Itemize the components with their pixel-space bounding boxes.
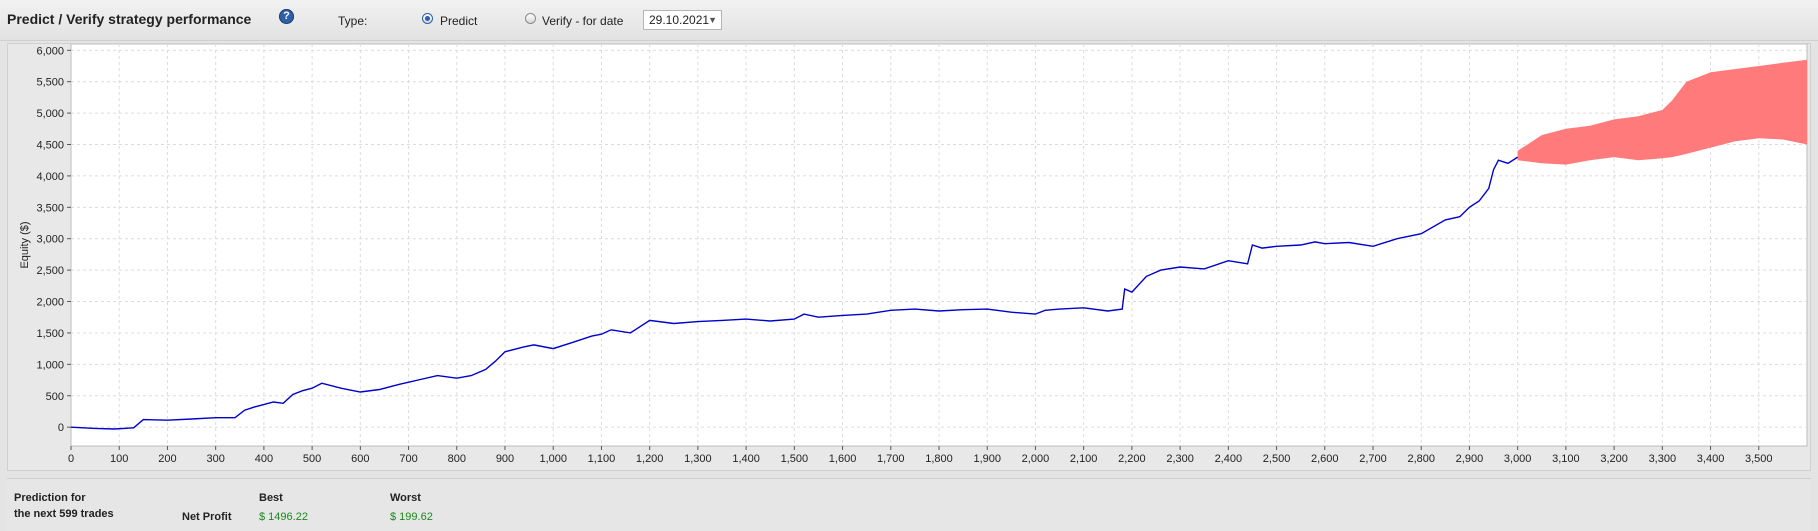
y-tick-label: 1,500 [36, 328, 64, 340]
x-tick-label: 1,000 [539, 453, 567, 465]
x-tick-label: 1,500 [781, 453, 809, 465]
date-value: 29.10.2021 [649, 13, 710, 27]
header-bar: Predict / Verify strategy performance ? … [0, 0, 1818, 41]
x-tick-label: 1,600 [829, 453, 857, 465]
x-tick-label: 1,400 [732, 453, 760, 465]
x-tick-label: 3,000 [1504, 453, 1532, 465]
y-tick-label: 4,500 [36, 140, 64, 152]
x-tick-label: 500 [303, 453, 321, 465]
y-tick-label: 5,000 [36, 108, 64, 120]
y-tick-label: 2,500 [36, 265, 64, 277]
x-tick-label: 2,200 [1118, 453, 1146, 465]
x-tick-label: 200 [158, 453, 176, 465]
x-tick-label: 3,200 [1600, 453, 1628, 465]
x-tick-label: 3,300 [1649, 453, 1677, 465]
x-tick-label: 2,400 [1215, 453, 1243, 465]
equity-line [70, 156, 1519, 430]
best-net-profit: $ 1496.22 [259, 511, 308, 523]
prediction-summary: Prediction for the next 599 trades Best … [7, 478, 1811, 531]
y-tick-label: 2,000 [36, 297, 64, 309]
net-profit-label: Net Profit [182, 511, 232, 523]
x-tick-label: 0 [68, 453, 74, 465]
x-tick-label: 700 [399, 453, 417, 465]
x-tick-label: 300 [206, 453, 224, 465]
verify-radio[interactable] [525, 13, 536, 24]
equity-chart: 0 100 200 300 400 500 600 700 800 900 1,000 1,100 1,… [19, 43, 1808, 465]
x-tick-label: 100 [110, 453, 128, 465]
x-tick-label: 1,700 [877, 453, 905, 465]
x-tick-label: 2,000 [1022, 453, 1050, 465]
x-tick-label: 2,500 [1263, 453, 1291, 465]
x-tick-label: 3,400 [1697, 453, 1725, 465]
date-select[interactable]: 29.10.2021 ▼ [643, 10, 722, 30]
y-tick-label: 0 [58, 422, 64, 434]
x-tick-label: 2,100 [1070, 453, 1098, 465]
x-tick-label: 2,700 [1359, 453, 1387, 465]
x-tick-label: 1,800 [925, 453, 953, 465]
worst-header: Worst [390, 492, 421, 504]
worst-net-profit: $ 199.62 [390, 511, 433, 523]
type-label: Type: [338, 14, 368, 28]
predict-radio-label[interactable]: Predict [440, 14, 478, 28]
y-tick-label: 500 [46, 391, 64, 403]
x-tick-label: 2,600 [1311, 453, 1339, 465]
question-circle-icon[interactable]: ? [279, 9, 294, 24]
x-tick-label: 800 [448, 453, 466, 465]
x-tick-label: 1,900 [973, 453, 1001, 465]
x-tick-label: 1,200 [636, 453, 664, 465]
x-tick-label: 1,300 [684, 453, 712, 465]
prediction-label-line2: the next 599 trades [14, 508, 114, 520]
x-tick-label: 2,900 [1456, 453, 1484, 465]
predict-radio[interactable] [422, 13, 433, 24]
x-tick-label: 400 [255, 453, 273, 465]
y-tick-label: 4,000 [36, 171, 64, 183]
y-tick-label: 3,000 [36, 234, 64, 246]
y-axis-label: Equity ($) [19, 221, 31, 268]
x-tick-label: 2,300 [1166, 453, 1194, 465]
x-tick-label: 900 [496, 453, 514, 465]
best-header: Best [259, 492, 283, 504]
verify-radio-label[interactable]: Verify - for date [542, 14, 624, 28]
x-tick-label: 3,500 [1745, 453, 1773, 465]
chevron-down-icon[interactable]: ▼ [708, 15, 717, 25]
prediction-label-line1: Prediction for [14, 492, 86, 504]
y-tick-label: 5,500 [36, 77, 64, 89]
y-tick-label: 3,500 [36, 202, 64, 214]
y-tick-label: 6,000 [36, 45, 64, 57]
prediction-band [1517, 59, 1807, 165]
x-tick-label: 3,100 [1552, 453, 1580, 465]
x-tick-label: 1,100 [588, 453, 616, 465]
x-tick-label: 600 [351, 453, 369, 465]
chart-panel: 0 100 200 300 400 500 600 700 800 900 1,000 1,100 1,… [7, 43, 1811, 471]
x-tick-label: 2,800 [1407, 453, 1435, 465]
page-title: Predict / Verify strategy performance [7, 11, 252, 27]
y-tick-label: 1,000 [36, 359, 64, 371]
